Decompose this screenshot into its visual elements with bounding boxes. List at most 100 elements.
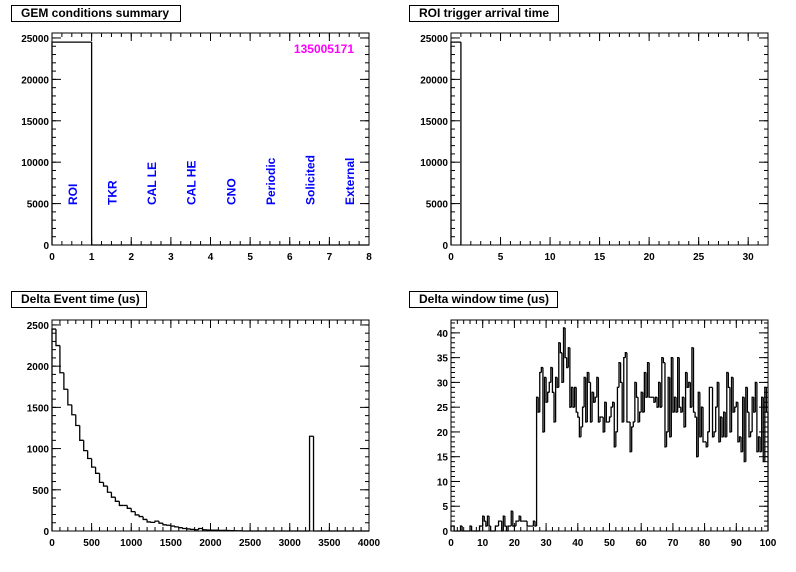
y-tick-label: 0	[43, 241, 49, 252]
histogram-bin	[520, 516, 523, 522]
histogram-bin	[98, 473, 104, 484]
histogram-bin	[645, 372, 648, 398]
histogram-bin	[569, 347, 572, 408]
x-tick-label: 1000	[120, 538, 143, 549]
histogram-bin	[526, 521, 529, 527]
histogram-bin	[548, 381, 551, 393]
y-tick-label: 25000	[21, 34, 49, 45]
x-tick-label: 10	[545, 252, 557, 263]
histogram-bin	[59, 345, 64, 374]
panel-3: 0 10 20 30 40 50 60 70 80 90 100 0 5 10 15 20 25 30 35 40	[437, 319, 777, 549]
histogram-bin	[494, 525, 497, 531]
histogram-bin	[602, 417, 605, 433]
histogram-bin	[170, 525, 175, 527]
histogram-bin	[507, 525, 510, 531]
histogram-bin	[632, 421, 635, 427]
y-tick-label: 25	[437, 403, 449, 414]
x-tick-label: 2500	[239, 538, 262, 549]
x-tick-label: 0	[49, 252, 55, 263]
x-tick-label: 10	[477, 538, 489, 549]
histogram-bin	[680, 407, 683, 413]
histogram-bin	[504, 516, 507, 527]
plot-frame	[450, 32, 769, 246]
histogram-bin	[596, 376, 599, 398]
y-tick-label: 15	[437, 453, 449, 464]
histogram-bin	[478, 525, 482, 531]
histogram-bin	[543, 376, 547, 432]
histogram-bin	[737, 402, 740, 443]
x-tick-label: 40	[572, 538, 584, 549]
histogram-bin	[556, 377, 559, 389]
histogram-bin	[594, 396, 597, 403]
category-label: CAL LE	[145, 162, 159, 205]
histogram-bin	[114, 497, 120, 502]
histogram-bin	[51, 328, 56, 531]
histogram-bin	[694, 412, 697, 418]
histogram-bin	[182, 527, 187, 530]
histogram-bin	[637, 397, 640, 423]
histogram-bin	[702, 407, 705, 443]
x-tick-label: 70	[667, 538, 679, 549]
histogram-bin	[540, 366, 543, 373]
histogram-bin	[672, 357, 675, 413]
histogram-bin	[675, 397, 678, 413]
y-tick-label: 500	[32, 486, 49, 497]
category-label: CAL HE	[185, 161, 199, 205]
x-tick-label: 15	[594, 252, 606, 263]
histogram-bin	[634, 381, 637, 423]
histogram-bin	[547, 391, 550, 403]
histogram-bin	[94, 467, 100, 474]
histogram-bin	[713, 431, 716, 437]
histogram-bin	[638, 411, 642, 423]
x-tick-label: 30	[541, 538, 553, 549]
histogram-bin	[593, 392, 596, 403]
histogram-bin	[201, 528, 207, 531]
histogram-bin	[678, 357, 681, 408]
x-tick-label: 90	[731, 538, 743, 549]
histogram-bin	[138, 514, 144, 518]
histogram-bin	[708, 386, 711, 432]
histogram-bin	[485, 521, 488, 527]
histogram-bin	[537, 397, 540, 413]
plot-frame	[51, 32, 370, 246]
histogram-bin	[79, 425, 84, 441]
x-tick-label: 1500	[160, 538, 183, 549]
x-tick-label: 4	[208, 252, 214, 263]
category-label: Solicited	[304, 155, 318, 205]
histogram-bin	[732, 377, 735, 413]
y-tick-label: 35	[437, 354, 449, 365]
histogram-bin	[551, 367, 555, 393]
histogram-bin	[483, 516, 486, 522]
histogram-bin	[581, 406, 585, 427]
category-label: CNO	[224, 178, 238, 205]
histogram-bin	[572, 387, 575, 408]
x-tick-label: 0	[448, 538, 454, 549]
histogram-bin	[512, 511, 515, 527]
x-tick-label: 80	[699, 538, 711, 549]
x-tick-label: 3000	[279, 538, 302, 549]
histogram-bin	[711, 387, 715, 438]
x-tick-label: 20	[644, 252, 656, 263]
histogram-bin	[734, 406, 737, 413]
category-label: Periodic	[264, 157, 278, 205]
histogram-bin	[659, 382, 662, 408]
panel-title-roi-arrival: ROI trigger arrival time	[409, 5, 559, 22]
y-tick-label: 10000	[21, 158, 49, 169]
x-tick-label: 50	[604, 538, 616, 549]
histogram-bin	[575, 387, 578, 413]
histogram-bin	[83, 440, 88, 452]
run-number-annotation: 135005171	[294, 42, 354, 56]
histogram-bin	[90, 458, 96, 468]
histogram-bin	[55, 329, 60, 347]
y-tick-label: 40	[437, 329, 449, 340]
histogram-bin	[178, 526, 183, 529]
histogram-bin	[126, 505, 132, 509]
histogram-bin	[648, 362, 651, 398]
y-tick-label: 0	[43, 527, 49, 538]
y-tick-label: 10000	[420, 158, 448, 169]
y-tick-label: 1500	[27, 403, 50, 414]
histogram-bin	[738, 436, 742, 442]
histogram-bin	[662, 357, 665, 364]
histogram-bin	[110, 492, 116, 498]
histogram-bin	[554, 376, 558, 423]
